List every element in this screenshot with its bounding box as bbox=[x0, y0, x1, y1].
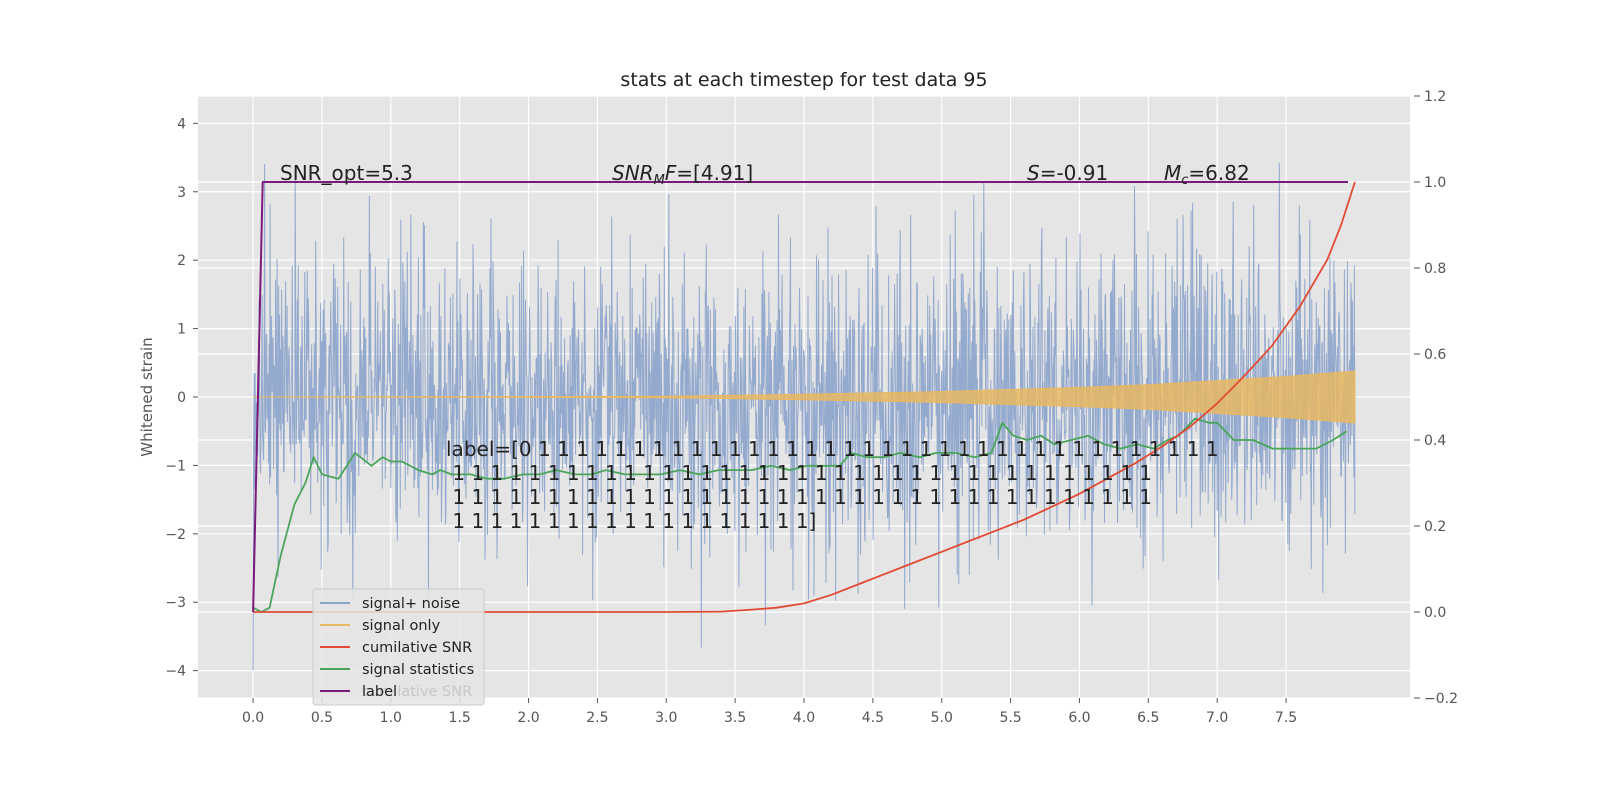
y-tick-label: −2 bbox=[165, 527, 186, 543]
y2-tick-label: 1.2 bbox=[1424, 89, 1446, 105]
y2-tick-label: 0.0 bbox=[1424, 605, 1446, 621]
y2-tick-label: 0.8 bbox=[1424, 261, 1446, 277]
legend-box bbox=[312, 588, 485, 706]
label-line-2: 1 1 1 1 1 1 1 1 1 1 1 1 1 1 1 1 1 1 1 1 … bbox=[446, 461, 1152, 485]
annotation-snr-opt: SNR_opt=5.3 bbox=[280, 161, 413, 185]
chart-title: stats at each timestep for test data 95 bbox=[620, 69, 987, 91]
x-tick-label: 1.0 bbox=[380, 710, 402, 726]
x-tick-label: 2.5 bbox=[586, 710, 608, 726]
annotation-s: S=-0.91 bbox=[1027, 161, 1108, 185]
signal-envelope bbox=[253, 370, 1356, 424]
x-tick-label: 5.0 bbox=[931, 710, 953, 726]
axis-ticks: 0.0 0.5 1.0 1.5 2.0 2.5 3.0 3.5 4.0 4.5 5.0 5.5 6.0 6… bbox=[165, 89, 1458, 726]
x-tick-label: 7.5 bbox=[1275, 710, 1297, 726]
signal-statistics-line bbox=[252, 417, 1348, 613]
y-tick-label: −4 bbox=[165, 664, 186, 680]
noise-trace bbox=[252, 162, 1356, 671]
y2-tick-label: 0.6 bbox=[1424, 347, 1446, 363]
y-tick-label: −1 bbox=[165, 458, 186, 474]
series-signal-noise bbox=[252, 162, 1356, 671]
legend-label-noise: signal+ noise bbox=[362, 596, 460, 612]
label-line-3: 1 1 1 1 1 1 1 1 1 1 1 1 1 1 1 1 1 1 1 1 … bbox=[446, 485, 1152, 509]
series-lines bbox=[252, 181, 1356, 613]
x-tick-label: 6.5 bbox=[1137, 710, 1159, 726]
y2-tick-label: 0.2 bbox=[1424, 519, 1446, 535]
y-tick-label: 2 bbox=[177, 253, 186, 269]
legend: cumilative SNR signal+ noise signal only… bbox=[312, 588, 485, 706]
x-tick-label: 5.5 bbox=[999, 710, 1021, 726]
y-tick-label: 0 bbox=[177, 390, 186, 406]
x-tick-label: 3.5 bbox=[724, 710, 746, 726]
x-tick-label: 6.0 bbox=[1068, 710, 1090, 726]
annotation-snr-mf: SNRMF=[4.91] bbox=[612, 161, 753, 188]
legend-label-cumulative: cumilative SNR bbox=[362, 640, 472, 656]
x-tick-label: 1.5 bbox=[449, 710, 471, 726]
annotation-mc: Mc=6.82 bbox=[1164, 161, 1250, 188]
y-tick-label: 4 bbox=[177, 116, 186, 132]
x-tick-label: 2.0 bbox=[517, 710, 539, 726]
x-tick-label: 0.0 bbox=[242, 710, 264, 726]
legend-ghost-text: cumilative SNR bbox=[362, 684, 472, 700]
x-tick-label: 7.0 bbox=[1206, 710, 1228, 726]
legend-label-signal: signal only bbox=[362, 618, 441, 634]
y-tick-label: 1 bbox=[177, 322, 186, 338]
y-tick-label: −3 bbox=[165, 595, 186, 611]
legend-label-label: label bbox=[362, 684, 397, 700]
label-line-4: 1 1 1 1 1 1 1 1 1 1 1 1 1 1 1 1 1 1 1] bbox=[446, 509, 816, 533]
x-tick-label: 4.5 bbox=[862, 710, 884, 726]
x-tick-label: 4.0 bbox=[793, 710, 815, 726]
x-tick-label: 3.0 bbox=[655, 710, 677, 726]
y2-tick-label: −0.2 bbox=[1424, 691, 1458, 707]
x-tick-label: 0.5 bbox=[311, 710, 333, 726]
legend-label-statistics: signal statistics bbox=[362, 662, 474, 678]
y2-tick-label: 1.0 bbox=[1424, 175, 1446, 191]
cumulative-snr-line bbox=[253, 181, 1356, 613]
y2-tick-label: 0.4 bbox=[1424, 433, 1446, 449]
label-line-1: label=[0 1 1 1 1 1 1 1 1 1 1 1 1 1 1 1 1… bbox=[446, 437, 1219, 461]
y-tick-label: 3 bbox=[177, 185, 186, 201]
annotation-label-array: label=[0 1 1 1 1 1 1 1 1 1 1 1 1 1 1 1 1… bbox=[446, 437, 1219, 533]
label-line bbox=[252, 181, 1348, 613]
y-axis-label: Whitened strain bbox=[138, 337, 156, 456]
series-signal-only bbox=[253, 370, 1356, 424]
